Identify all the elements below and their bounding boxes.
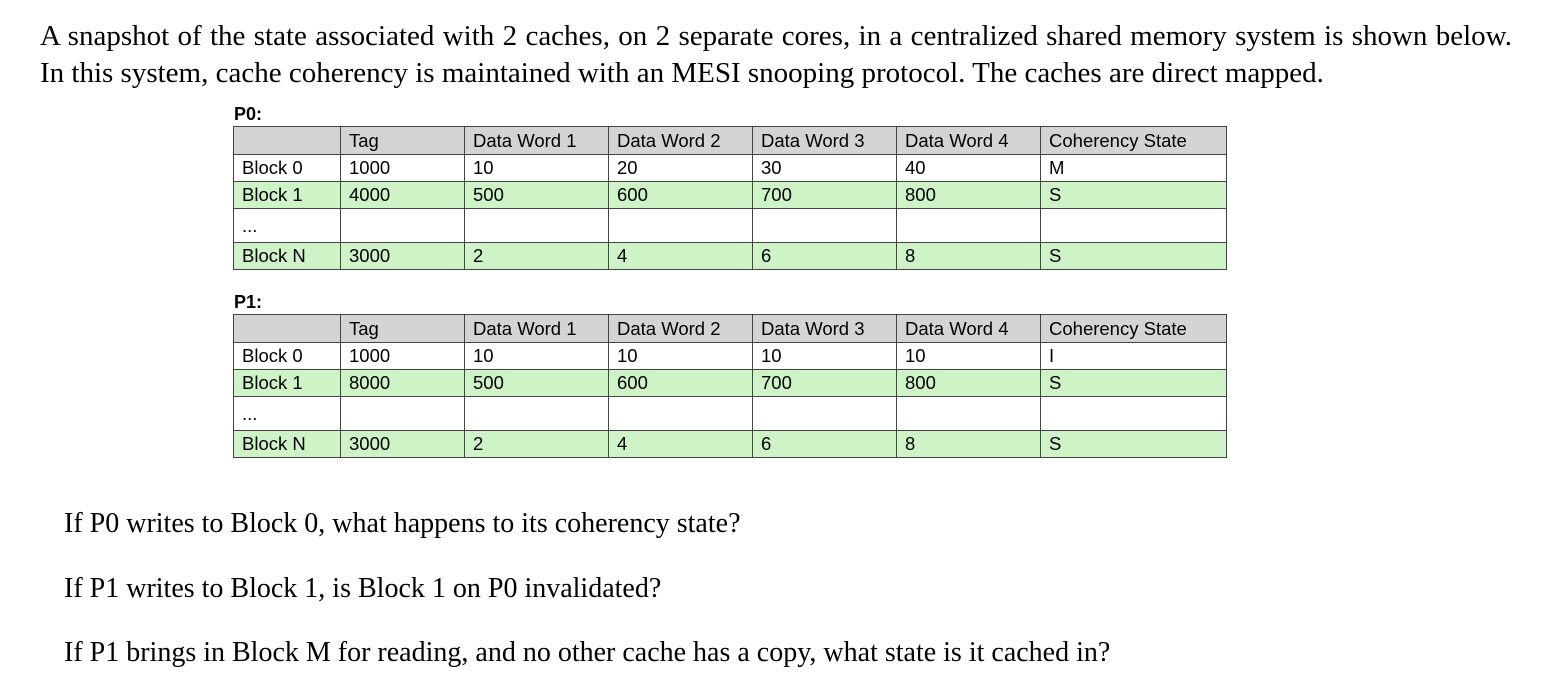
table-cell — [464, 208, 609, 243]
table-cell: 1000 — [340, 154, 465, 182]
table-cell: M — [1040, 154, 1227, 182]
header-cell: Data Word 1 — [464, 126, 609, 155]
table-cell: Block 1 — [233, 369, 341, 397]
table-cell: 40 — [896, 154, 1041, 182]
header-cell: Data Word 2 — [608, 314, 753, 343]
table-cell: 10 — [464, 342, 609, 370]
table-cell — [340, 208, 465, 243]
table-cell: S — [1040, 181, 1227, 209]
header-cell: Data Word 2 — [608, 126, 753, 155]
table-cell: 6 — [752, 430, 897, 458]
table-header-row: Tag Data Word 1 Data Word 2 Data Word 3 … — [233, 314, 1227, 343]
table-cell: Block 1 — [233, 181, 341, 209]
table-cell: 600 — [608, 181, 753, 209]
table-cell: 3000 — [340, 430, 465, 458]
table-cell — [752, 396, 897, 431]
p0-label: P0: — [234, 104, 263, 124]
intro-paragraph: A snapshot of the state associated with … — [40, 20, 1512, 89]
question-1: If P0 writes to Block 0, what happens to… — [64, 508, 741, 539]
header-cell: Tag — [340, 126, 465, 155]
table-row: Block 1 8000 500 600 700 800 S — [233, 369, 1227, 397]
table-cell: S — [1040, 369, 1227, 397]
table-cell: 30 — [752, 154, 897, 182]
table-cell: 600 — [608, 369, 753, 397]
question-2: If P1 writes to Block 1, is Block 1 on P… — [64, 573, 662, 604]
table-row: Block 1 4000 500 600 700 800 S — [233, 181, 1227, 209]
table-cell: 700 — [752, 369, 897, 397]
header-cell: Data Word 3 — [752, 126, 897, 155]
header-cell — [233, 314, 341, 343]
question-3: If P1 brings in Block M for reading, and… — [64, 637, 1111, 668]
header-cell: Tag — [340, 314, 465, 343]
p0-cache-table: Tag Data Word 1 Data Word 2 Data Word 3 … — [233, 126, 1227, 270]
table-cell — [464, 396, 609, 431]
table-cell — [608, 208, 753, 243]
header-cell: Coherency State — [1040, 314, 1227, 343]
table-row: Block 0 1000 10 20 30 40 M — [233, 154, 1227, 182]
table-cell: 10 — [752, 342, 897, 370]
table-cell — [608, 396, 753, 431]
table-cell: 800 — [896, 369, 1041, 397]
table-cell: 10 — [896, 342, 1041, 370]
table-cell: 500 — [464, 369, 609, 397]
table-cell: 800 — [896, 181, 1041, 209]
table-cell — [896, 396, 1041, 431]
header-cell: Data Word 4 — [896, 314, 1041, 343]
table-cell: ... — [233, 208, 341, 243]
p1-label: P1: — [234, 292, 263, 312]
table-row: Block N 3000 2 4 6 8 S — [233, 242, 1227, 270]
table-cell: Block N — [233, 242, 341, 270]
table-cell: 4 — [608, 430, 753, 458]
table-cell: 10 — [608, 342, 753, 370]
table-row: Block 0 1000 10 10 10 10 I — [233, 342, 1227, 370]
table-cell: 8000 — [340, 369, 465, 397]
table-cell: 6 — [752, 242, 897, 270]
table-cell: 4 — [608, 242, 753, 270]
table-cell: 3000 — [340, 242, 465, 270]
table-cell: 1000 — [340, 342, 465, 370]
table-cell — [340, 396, 465, 431]
table-cell: 2 — [464, 430, 609, 458]
table-cell: ... — [233, 396, 341, 431]
header-cell: Data Word 3 — [752, 314, 897, 343]
table-cell: Block 0 — [233, 342, 341, 370]
table-cell: S — [1040, 430, 1227, 458]
table-row: ... — [233, 396, 1227, 431]
table-cell: S — [1040, 242, 1227, 270]
table-cell: 2 — [464, 242, 609, 270]
header-cell — [233, 126, 341, 155]
table-header-row: Tag Data Word 1 Data Word 2 Data Word 3 … — [233, 126, 1227, 155]
table-cell: 700 — [752, 181, 897, 209]
table-cell: I — [1040, 342, 1227, 370]
table-cell: Block 0 — [233, 154, 341, 182]
p1-cache-table: Tag Data Word 1 Data Word 2 Data Word 3 … — [233, 314, 1227, 458]
table-cell: 4000 — [340, 181, 465, 209]
table-cell: Block N — [233, 430, 341, 458]
table-cell: 8 — [896, 242, 1041, 270]
header-cell: Data Word 4 — [896, 126, 1041, 155]
table-cell: 500 — [464, 181, 609, 209]
table-cell: 10 — [464, 154, 609, 182]
table-cell: 20 — [608, 154, 753, 182]
table-cell — [896, 208, 1041, 243]
table-row: ... — [233, 208, 1227, 243]
table-row: Block N 3000 2 4 6 8 S — [233, 430, 1227, 458]
table-cell — [1040, 396, 1227, 431]
table-cell: 8 — [896, 430, 1041, 458]
header-cell: Data Word 1 — [464, 314, 609, 343]
header-cell: Coherency State — [1040, 126, 1227, 155]
table-cell — [1040, 208, 1227, 243]
table-cell — [752, 208, 897, 243]
